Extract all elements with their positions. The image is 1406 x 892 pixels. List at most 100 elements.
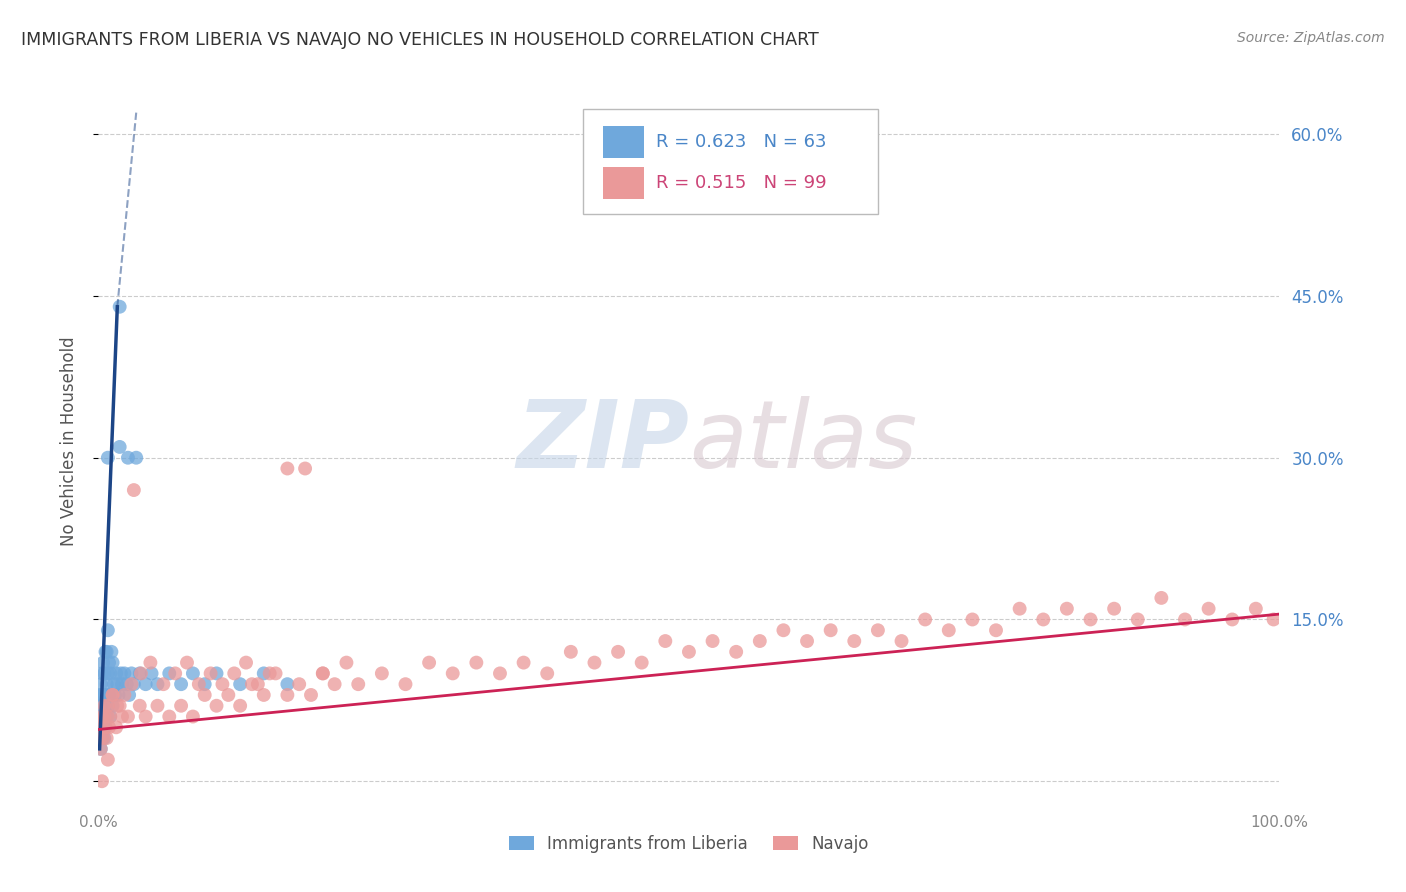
Y-axis label: No Vehicles in Household: No Vehicles in Household bbox=[59, 336, 77, 547]
Point bbox=[101, 688, 124, 702]
Point bbox=[129, 666, 152, 681]
Point bbox=[100, 645, 122, 659]
Point bbox=[141, 666, 163, 681]
Point bbox=[97, 698, 120, 713]
Point bbox=[1244, 601, 1267, 615]
Point bbox=[112, 688, 135, 702]
Point bbox=[170, 677, 193, 691]
Point bbox=[146, 698, 169, 713]
Point bbox=[253, 666, 276, 681]
Point bbox=[1056, 601, 1078, 615]
Point bbox=[108, 698, 131, 713]
Point bbox=[394, 677, 416, 691]
Point bbox=[607, 645, 630, 659]
Point bbox=[108, 300, 131, 314]
Point bbox=[111, 709, 134, 723]
FancyBboxPatch shape bbox=[582, 109, 877, 214]
Point bbox=[441, 666, 464, 681]
Point bbox=[1032, 612, 1054, 626]
Point bbox=[276, 688, 298, 702]
Point bbox=[820, 624, 842, 638]
Point bbox=[97, 666, 120, 681]
Point bbox=[111, 677, 134, 691]
Point bbox=[165, 666, 187, 681]
Text: ZIP: ZIP bbox=[516, 395, 689, 488]
Point bbox=[97, 698, 120, 713]
Point bbox=[725, 645, 748, 659]
Point bbox=[264, 666, 287, 681]
Text: IMMIGRANTS FROM LIBERIA VS NAVAJO NO VEHICLES IN HOUSEHOLD CORRELATION CHART: IMMIGRANTS FROM LIBERIA VS NAVAJO NO VEH… bbox=[21, 31, 818, 49]
Point bbox=[118, 688, 141, 702]
Point bbox=[91, 656, 114, 670]
Point bbox=[288, 677, 311, 691]
Point bbox=[101, 688, 124, 702]
Point bbox=[96, 709, 118, 723]
Point bbox=[117, 709, 139, 723]
Point bbox=[347, 677, 370, 691]
Point bbox=[90, 677, 112, 691]
Point bbox=[98, 666, 121, 681]
Point bbox=[157, 666, 180, 681]
Point bbox=[122, 483, 145, 497]
Point bbox=[89, 688, 111, 702]
Point bbox=[866, 624, 889, 638]
Point bbox=[170, 698, 193, 713]
Point bbox=[259, 666, 281, 681]
Point bbox=[312, 666, 335, 681]
Point bbox=[181, 709, 204, 723]
Point bbox=[90, 720, 112, 734]
Point bbox=[1198, 601, 1220, 615]
Point bbox=[560, 645, 582, 659]
Point bbox=[107, 688, 129, 702]
Point bbox=[105, 720, 128, 734]
Point bbox=[91, 709, 114, 723]
Point bbox=[229, 677, 252, 691]
Point bbox=[217, 688, 239, 702]
Point bbox=[94, 688, 117, 702]
Point bbox=[96, 677, 118, 691]
Point bbox=[253, 688, 276, 702]
Point bbox=[135, 677, 157, 691]
Point bbox=[139, 656, 162, 670]
Point bbox=[299, 688, 322, 702]
Point bbox=[1080, 612, 1102, 626]
Point bbox=[630, 656, 652, 670]
Point bbox=[205, 666, 228, 681]
Point bbox=[962, 612, 984, 626]
Point bbox=[276, 677, 298, 691]
Point bbox=[152, 677, 174, 691]
Point bbox=[105, 698, 128, 713]
Point bbox=[246, 677, 269, 691]
Point bbox=[93, 698, 115, 713]
Point bbox=[112, 666, 135, 681]
Point bbox=[125, 450, 148, 465]
Legend: Immigrants from Liberia, Navajo: Immigrants from Liberia, Navajo bbox=[502, 828, 876, 860]
Bar bbox=[603, 167, 644, 199]
Point bbox=[224, 666, 246, 681]
Point bbox=[1126, 612, 1149, 626]
Point bbox=[110, 666, 132, 681]
Point bbox=[90, 742, 112, 756]
Point bbox=[90, 742, 112, 756]
Point bbox=[312, 666, 335, 681]
Point bbox=[128, 666, 150, 681]
Point bbox=[91, 774, 114, 789]
Point bbox=[157, 709, 180, 723]
Text: Source: ZipAtlas.com: Source: ZipAtlas.com bbox=[1237, 31, 1385, 45]
Text: atlas: atlas bbox=[689, 396, 917, 487]
Point bbox=[176, 656, 198, 670]
Point bbox=[91, 709, 114, 723]
Point bbox=[1102, 601, 1125, 615]
Point bbox=[702, 634, 724, 648]
Point bbox=[844, 634, 866, 648]
Point bbox=[93, 709, 115, 723]
Point bbox=[94, 720, 117, 734]
Point bbox=[489, 666, 512, 681]
Point bbox=[101, 656, 124, 670]
Point bbox=[678, 645, 700, 659]
Point bbox=[98, 720, 121, 734]
Point bbox=[98, 656, 121, 670]
Point bbox=[91, 666, 114, 681]
Point bbox=[229, 698, 252, 713]
Point bbox=[94, 720, 117, 734]
